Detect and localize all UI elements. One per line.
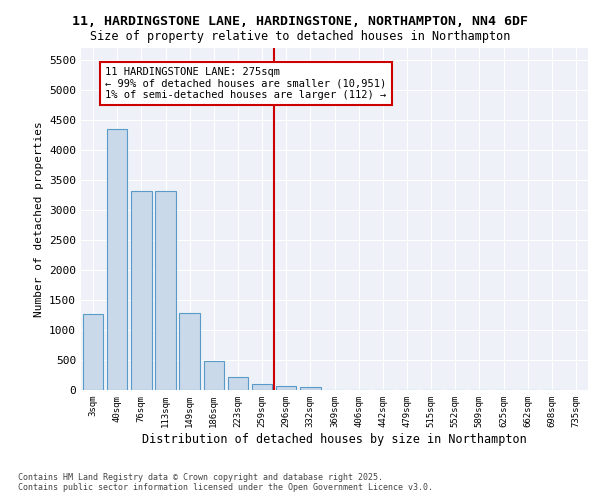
Bar [83,314,103,390]
X-axis label: Distribution of detached houses by size in Northampton: Distribution of detached houses by size … [142,432,527,446]
Bar [203,360,224,390]
Text: Contains HM Land Registry data © Crown copyright and database right 2025.
Contai: Contains HM Land Registry data © Crown c… [18,473,433,492]
Bar [276,386,296,390]
Bar [155,190,176,390]
Bar [252,384,272,390]
Text: Size of property relative to detached houses in Northampton: Size of property relative to detached ho… [90,30,510,43]
Bar [300,387,320,390]
Bar [107,128,127,390]
Bar [227,378,248,390]
Bar [131,190,152,390]
Text: 11, HARDINGSTONE LANE, HARDINGSTONE, NORTHAMPTON, NN4 6DF: 11, HARDINGSTONE LANE, HARDINGSTONE, NOR… [72,15,528,28]
Y-axis label: Number of detached properties: Number of detached properties [34,121,44,316]
Text: 11 HARDINGSTONE LANE: 275sqm
← 99% of detached houses are smaller (10,951)
1% of: 11 HARDINGSTONE LANE: 275sqm ← 99% of de… [105,67,386,100]
Bar [179,313,200,390]
